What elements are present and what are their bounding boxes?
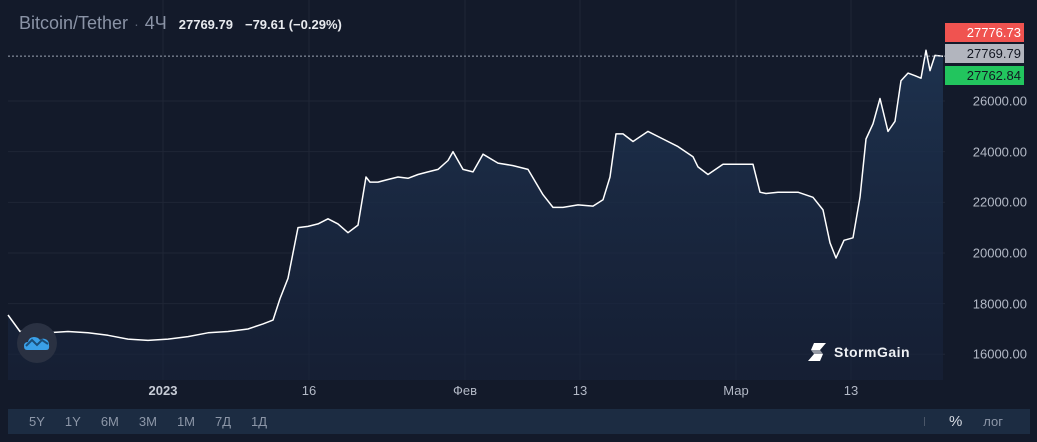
toolbar-separator: [923, 417, 925, 426]
y-tick-16000: 16000.00: [972, 346, 1027, 362]
x-tick-feb: Фев: [452, 383, 478, 398]
y-tick-18000: 18000.00: [972, 296, 1027, 312]
cloud-chart-icon: [24, 337, 50, 350]
chart-header: Bitcoin/Tether · 4Ч 27769.79 −79.61 (−0.…: [19, 13, 342, 37]
y-tick-26000: 26000.00: [972, 93, 1027, 109]
chart-logo-button[interactable]: [17, 323, 57, 363]
x-tick-mar: Мар: [723, 383, 749, 398]
x-tick-13-mar: 13: [843, 383, 859, 398]
percent-scale-toggle[interactable]: %: [948, 413, 963, 430]
ask-price-tag: 27776.73: [945, 23, 1024, 42]
brand-watermark: StormGain: [808, 343, 910, 361]
bid-price-tag: 27762.84: [945, 66, 1024, 85]
price-area-fill: [8, 50, 943, 381]
range-3m-button[interactable]: 3M: [138, 414, 157, 429]
brand-name: StormGain: [834, 344, 911, 360]
log-scale-toggle[interactable]: лог: [983, 414, 1003, 429]
y-tick-20000: 20000.00: [972, 245, 1027, 261]
last-price-tag: 27769.79: [945, 44, 1024, 63]
y-tick-24000: 24000.00: [972, 144, 1027, 160]
last-price: 27769.79: [178, 17, 233, 32]
price-axis[interactable]: 26000.00 24000.00 22000.00 20000.00 1800…: [945, 0, 1037, 380]
price-line: [7, 49, 944, 342]
x-tick-2023: 2023: [148, 383, 178, 398]
grid-lines: [8, 0, 945, 380]
x-tick-16: 16: [301, 383, 317, 398]
y-tick-22000: 22000.00: [972, 194, 1027, 210]
range-1d-button[interactable]: 1Д: [251, 414, 268, 429]
range-1m-button[interactable]: 1M: [176, 414, 195, 429]
range-6m-button[interactable]: 6M: [100, 414, 119, 429]
stormgain-logo-icon: [808, 343, 826, 361]
price-change: −79.61 (−0.29%): [244, 17, 342, 32]
x-tick-13-feb: 13: [572, 383, 588, 398]
time-axis[interactable]: 2023 16 Фев 13 Мар 13: [0, 383, 935, 403]
range-7d-button[interactable]: 7Д: [215, 414, 232, 429]
range-1y-button[interactable]: 1Y: [64, 414, 81, 429]
symbol-title[interactable]: Bitcoin/Tether: [19, 13, 129, 33]
bottom-toolbar: 5Y 1Y 6M 3M 1M 7Д 1Д % лог: [8, 409, 1030, 434]
title-separator: ·: [134, 16, 139, 32]
range-5y-button[interactable]: 5Y: [29, 414, 45, 429]
interval-label[interactable]: 4Ч: [144, 13, 167, 33]
